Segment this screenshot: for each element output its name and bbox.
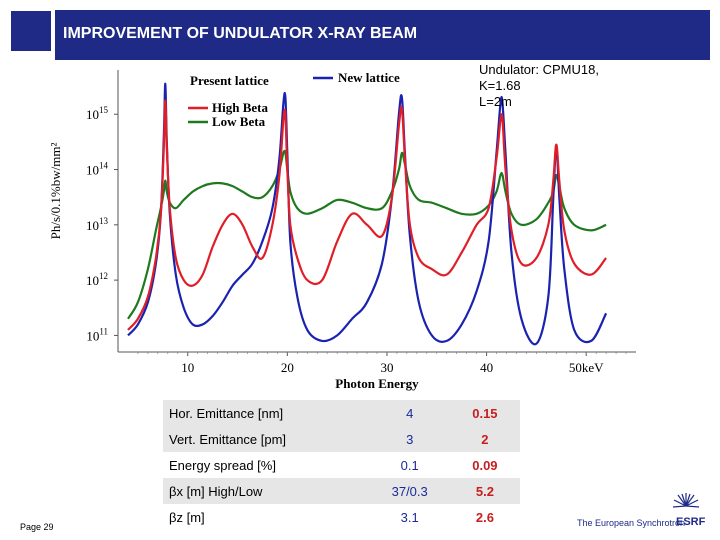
x-tick-label: 30 bbox=[380, 360, 393, 375]
param-cell: Energy spread [%] bbox=[169, 457, 276, 473]
legend-present-lattice: Present lattice bbox=[190, 73, 269, 88]
table-row: βz [m] 3.1 2.6 bbox=[163, 504, 520, 530]
parameter-table: Hor. Emittance [nm] 4 0.15 Vert. Emittance … bbox=[163, 400, 520, 530]
undulator-info: Undulator: CPMU18, K=1.68 L=2m bbox=[479, 62, 599, 110]
esrf-logo: ESRF bbox=[676, 516, 706, 528]
present-value-cell: 3.1 bbox=[400, 509, 419, 525]
param-cell: Vert. Emittance [pm] bbox=[163, 426, 370, 452]
param-cell: βx [m] High/Low bbox=[163, 478, 370, 504]
new-value-cell: 5.2 bbox=[449, 478, 520, 504]
undulator-name: Undulator: CPMU18, bbox=[479, 62, 599, 77]
undulator-length: L=2m bbox=[479, 94, 512, 109]
y-tick-label: 1012 bbox=[86, 271, 108, 288]
y-tick-label: 1011 bbox=[86, 326, 108, 343]
series-line-high-beta bbox=[127, 99, 607, 331]
new-value-cell: 2 bbox=[449, 426, 520, 452]
param-cell: Hor. Emittance [nm] bbox=[163, 400, 370, 426]
new-value-cell: 0.09 bbox=[472, 457, 498, 473]
y-tick-label: 1015 bbox=[86, 105, 109, 122]
page-title: IMPROVEMENT OF UNDULATOR X-RAY BEAM bbox=[63, 25, 418, 42]
param-cell: βz [m] bbox=[169, 509, 205, 525]
new-value-cell: 2.6 bbox=[475, 509, 494, 525]
institution-name: The European Synchrotron bbox=[577, 518, 686, 528]
y-axis-label: Ph/s/0.1%bw/mm² bbox=[48, 143, 63, 240]
present-value-cell: 4 bbox=[369, 400, 450, 426]
legend-high-beta: High Beta bbox=[212, 100, 268, 115]
present-value-cell: 0.1 bbox=[400, 457, 419, 473]
x-tick-label: 40 bbox=[480, 360, 493, 375]
y-tick-label: 1013 bbox=[86, 216, 109, 233]
legend-low-beta: Low Beta bbox=[212, 114, 266, 129]
x-tick-label: 50keV bbox=[569, 360, 604, 375]
x-tick-label: 20 bbox=[281, 360, 294, 375]
esrf-sunburst-icon bbox=[672, 493, 700, 508]
series-line-low-beta bbox=[127, 149, 607, 320]
present-value-cell: 37/0.3 bbox=[369, 478, 450, 504]
table-row: Vert. Emittance [pm] 3 2 bbox=[163, 426, 520, 452]
header-logo-box bbox=[10, 10, 52, 52]
table-row: Hor. Emittance [nm] 4 0.15 bbox=[163, 400, 520, 426]
x-tick-label: 10 bbox=[181, 360, 194, 375]
table-row: Energy spread [%] 0.1 0.09 bbox=[163, 452, 520, 478]
legend-new-lattice: New lattice bbox=[338, 70, 400, 85]
y-tick-label: 1014 bbox=[86, 161, 109, 178]
x-axis-label: Photon Energy bbox=[335, 376, 419, 391]
undulator-k: K=1.68 bbox=[479, 78, 521, 93]
header-bar bbox=[55, 10, 710, 60]
table-row: βx [m] High/Low 37/0.3 5.2 bbox=[163, 478, 520, 504]
new-value-cell: 0.15 bbox=[449, 400, 520, 426]
present-value-cell: 3 bbox=[369, 426, 450, 452]
page-number: Page 29 bbox=[20, 522, 54, 532]
series-line-new-lattice bbox=[127, 82, 608, 346]
